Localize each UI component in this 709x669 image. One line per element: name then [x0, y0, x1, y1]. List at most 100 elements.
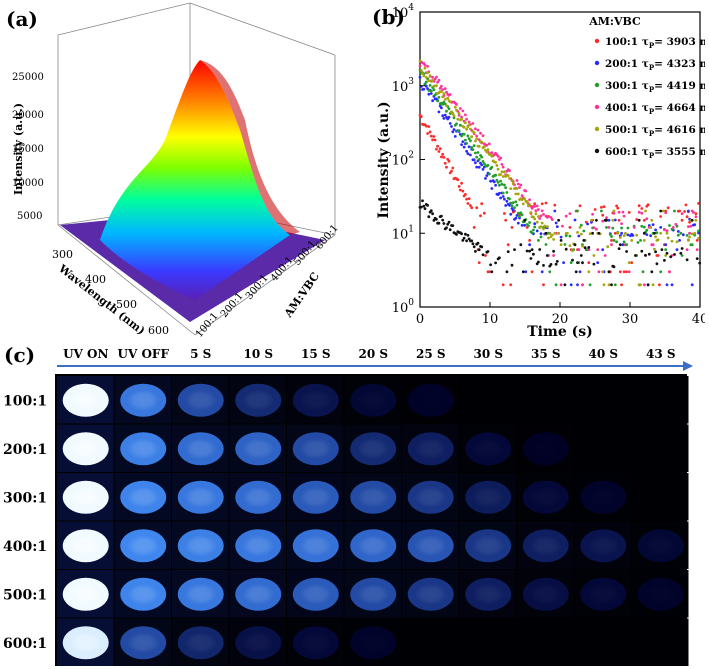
data-point — [622, 270, 626, 274]
sample-highlight — [530, 487, 562, 508]
data-point — [498, 183, 501, 187]
glowing-powder-sample — [465, 432, 512, 466]
data-point — [656, 238, 660, 242]
data-point — [693, 223, 697, 227]
column-header: 20 S — [358, 347, 388, 361]
data-point — [514, 192, 518, 196]
legend-value: = 4616 ms — [654, 124, 705, 136]
data-point — [447, 159, 451, 163]
glowing-powder-sample — [292, 626, 339, 660]
data-point — [477, 261, 481, 264]
data-point — [613, 218, 617, 222]
data-point — [559, 239, 563, 242]
data-point — [553, 209, 557, 213]
data-point — [504, 218, 508, 222]
panel-a-peak-shadow — [200, 60, 300, 235]
photo-cell — [114, 376, 171, 424]
data-point — [470, 239, 474, 243]
photo-cell — [344, 618, 401, 666]
data-point — [462, 145, 466, 149]
photo-cell — [114, 618, 171, 666]
data-point — [627, 211, 631, 214]
data-point — [480, 202, 484, 206]
glowing-powder-sample — [350, 626, 397, 660]
data-point — [482, 211, 486, 215]
data-point — [499, 173, 502, 176]
photo-cell-background — [517, 376, 574, 424]
data-point — [659, 215, 663, 218]
data-point — [540, 270, 544, 274]
photo-cell — [402, 473, 459, 521]
data-point — [542, 213, 545, 216]
data-point — [685, 215, 689, 219]
data-point — [621, 243, 625, 247]
data-point — [519, 211, 523, 215]
panel-a-3d-surface-chart: (a) 25000 20000 15000 10000 5000 — [6, 2, 341, 340]
data-point — [659, 270, 663, 274]
photo-cell — [57, 618, 114, 666]
data-point — [450, 169, 453, 173]
data-point — [427, 89, 431, 92]
data-point — [505, 270, 509, 274]
data-point — [427, 92, 431, 96]
data-point — [525, 249, 529, 253]
data-point — [490, 151, 494, 155]
data-point — [508, 197, 511, 201]
data-point — [462, 236, 466, 240]
data-point — [440, 155, 443, 159]
data-point — [464, 138, 467, 142]
photo-cell — [459, 618, 516, 666]
data-point — [427, 79, 431, 82]
data-point — [540, 209, 544, 213]
sample-highlight — [69, 389, 102, 411]
panel-c-label: (c) — [4, 344, 35, 367]
glowing-powder-sample — [580, 577, 627, 611]
legend-tau: τ — [642, 80, 649, 92]
data-point — [539, 235, 543, 239]
data-point — [456, 178, 460, 182]
photo-cell — [57, 570, 114, 618]
data-point — [595, 227, 598, 231]
column-header: UV OFF — [118, 347, 170, 361]
data-point — [563, 243, 567, 246]
data-point — [476, 151, 480, 154]
data-point — [508, 177, 511, 180]
data-point — [683, 210, 686, 213]
legend-marker — [594, 148, 600, 154]
data-point — [564, 234, 568, 238]
data-point — [605, 226, 608, 229]
data-point — [482, 162, 486, 166]
data-point — [545, 254, 549, 257]
sample-highlight — [127, 486, 160, 508]
data-point — [649, 234, 652, 238]
data-point — [501, 191, 505, 195]
legend-tau: τ — [642, 146, 649, 158]
data-point — [487, 142, 491, 146]
data-point — [429, 209, 433, 213]
photo-cell — [57, 521, 114, 569]
data-point — [680, 218, 684, 222]
sample-highlight — [184, 583, 217, 605]
photo-cell-background — [459, 618, 516, 666]
data-point — [642, 218, 646, 222]
data-point — [532, 252, 535, 256]
sample-highlight — [184, 632, 217, 654]
glowing-powder-sample — [522, 577, 569, 611]
data-point — [576, 261, 579, 264]
data-point — [593, 208, 597, 211]
photo-cell — [459, 376, 516, 424]
data-point — [611, 218, 615, 222]
data-point — [447, 115, 451, 119]
data-point — [480, 155, 484, 159]
data-point — [687, 239, 690, 242]
data-point — [620, 222, 623, 226]
z-tick-15000: 15000 — [12, 144, 44, 155]
sample-highlight — [587, 584, 619, 605]
data-point — [653, 247, 656, 251]
data-point — [499, 156, 502, 160]
data-point — [427, 125, 431, 128]
data-point — [437, 95, 441, 99]
data-point — [530, 248, 534, 252]
data-point — [474, 151, 477, 155]
data-point — [505, 199, 509, 203]
